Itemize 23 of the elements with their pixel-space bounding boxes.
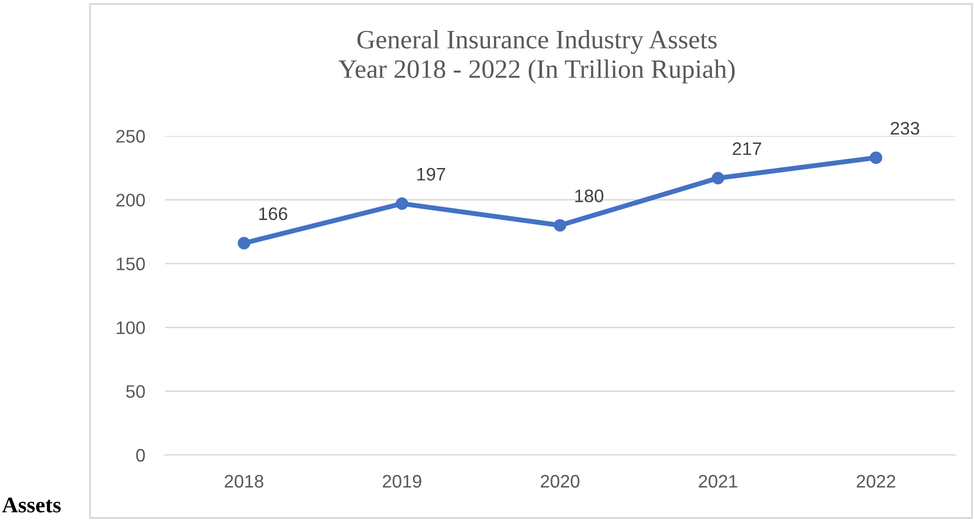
y-tick-label: 250 [116,130,145,143]
text: Assets [2,498,61,512]
y-tick-label: 150 [116,258,145,270]
data-label: 166 [259,207,288,220]
y-tick-label: 100 [116,321,145,334]
y-tick-label: 50 [126,385,145,398]
x-tick-label: 2020 [540,474,580,488]
x-tick-label: 2018 [224,474,264,488]
y-tick-label: 200 [116,194,145,207]
chart-title: General Insurance Industry Assets Year 2018 - 2022 (In Trillion Rupiah) [338,30,735,84]
data-label: 197 [417,168,446,181]
point [712,172,724,184]
data-label: 233 [890,122,920,135]
point [554,219,566,232]
x-tick-label: 2022 [856,474,896,488]
point [396,197,408,210]
x-tick-label: 2021 [698,474,738,488]
data-label: 217 [732,142,762,155]
data-label: 180 [575,190,604,202]
x-tick-label: 2019 [382,474,422,488]
y-tick-label: 0 [136,448,145,462]
point [238,236,250,250]
point [870,151,882,164]
